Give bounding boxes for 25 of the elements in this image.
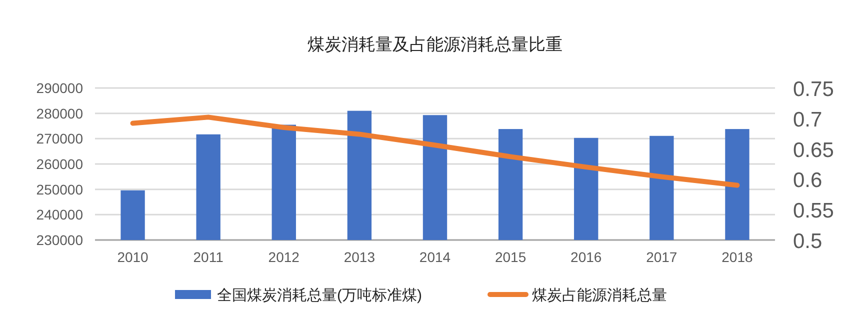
x-tick-label: 2011: [193, 249, 224, 265]
legend-label: 煤炭占能源消耗总量: [532, 287, 667, 304]
y-tick-label: 280000: [36, 105, 84, 122]
x-tick-label: 2013: [344, 249, 376, 265]
x-tick-label: 2015: [494, 249, 526, 265]
y-tick-label: 290000: [36, 80, 84, 96]
y2-tick-label: 0.75: [793, 78, 834, 101]
x-tick-label: 2017: [646, 249, 678, 265]
y-tick-label: 270000: [36, 130, 84, 147]
y2-tick-label: 0.5: [793, 230, 822, 253]
y-tick-label: 260000: [36, 156, 84, 172]
x-tick-label: 2012: [268, 249, 300, 265]
x-tick-label: 2016: [570, 249, 602, 265]
y-tick-label: 230000: [36, 232, 84, 248]
y2-tick-label: 0.6: [793, 169, 822, 192]
chart-title: 煤炭消耗量及占能源消耗总量比重: [308, 35, 562, 54]
x-tick-label: 2014: [419, 249, 451, 265]
y-tick-label: 250000: [36, 181, 84, 198]
x-tick-label: 2018: [722, 249, 754, 265]
legend-label: 全国煤炭消耗总量(万吨标准煤): [217, 287, 422, 304]
y2-tick-label: 0.7: [793, 108, 822, 132]
x-tick-label: 2010: [117, 249, 149, 265]
y2-tick-label: 0.55: [793, 200, 834, 223]
y-tick-label: 240000: [36, 206, 84, 223]
y2-tick-label: 0.65: [793, 138, 834, 162]
